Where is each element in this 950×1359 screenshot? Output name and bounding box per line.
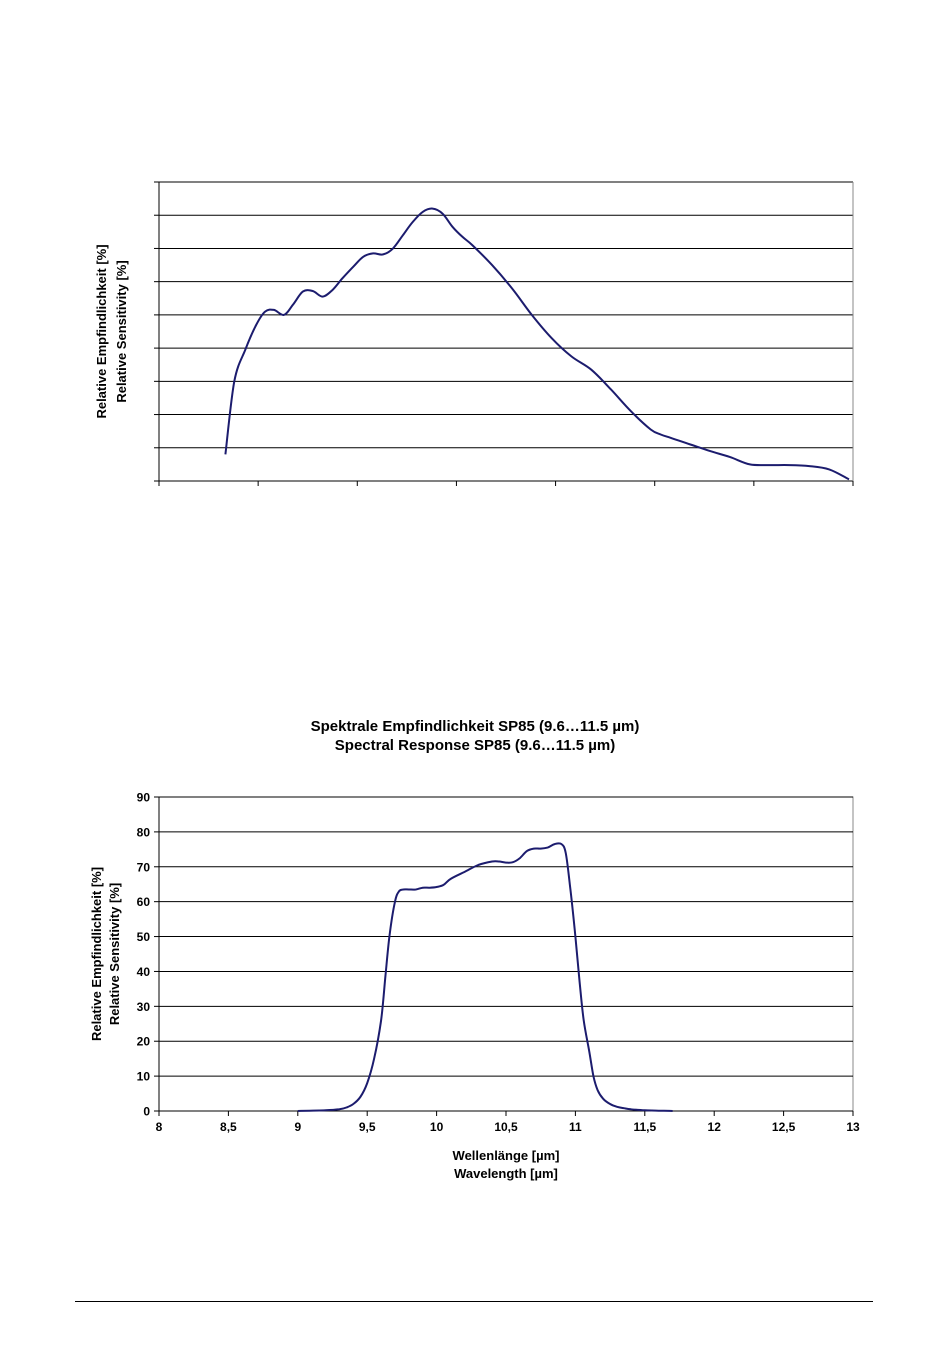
y-tick-label: 70: [137, 860, 151, 874]
x-tick-label: 12: [708, 1120, 722, 1134]
y-tick-label: 10: [137, 1070, 151, 1084]
spectral-response-chart: 0 10 20 30 40 50 60 70 80 90 8 8,5 9 9,5 10 10,5 11 11,5 1…: [89, 791, 860, 1182]
y-axis-label-en: Relative Sensitivity [%]: [114, 260, 129, 402]
x-tick-label: 11: [569, 1120, 582, 1134]
x-tick-label: 8: [156, 1120, 163, 1134]
y-axis-label-de: Relative Empfindlichkeit [%]: [89, 867, 104, 1041]
y-tick-label: 30: [137, 1000, 151, 1014]
y-tick-label: 40: [137, 965, 151, 979]
series-line: [224, 207, 850, 481]
x-tick-label: 9,5: [359, 1120, 376, 1134]
x-tick-label: 9: [294, 1120, 301, 1134]
y-tick-label: 20: [137, 1035, 151, 1049]
chart-title-line-en: Spectral Response SP85 (9.6…11.5 µm): [334, 737, 616, 754]
x-tick-label: 10: [430, 1120, 444, 1134]
x-tick-label: 10,5: [494, 1120, 518, 1134]
y-tick-label: 80: [137, 825, 151, 839]
bottom-chart-title: Spektrale Empfindlichkeit SP85 (9.6…11.5…: [150, 717, 800, 755]
chart-title-line-de: Spektrale Empfindlichkeit SP85 (9.6…11.5…: [310, 718, 640, 735]
x-tick-label: 13: [846, 1120, 860, 1134]
x-tick-label: 11,5: [633, 1120, 656, 1134]
x-axis-label-en: Wavelength [µm]: [454, 1166, 558, 1181]
x-axis-label-de: Wellenlänge [µm]: [453, 1148, 560, 1163]
y-axis-label-de: Relative Empfindlichkeit [%]: [94, 244, 109, 418]
footer-divider: [75, 1301, 873, 1302]
x-tick-label: 12,5: [772, 1120, 796, 1134]
series-line: [297, 842, 673, 1112]
y-tick-label: 90: [137, 791, 151, 805]
y-tick-label: 0: [143, 1105, 150, 1119]
y-tick-label: 50: [137, 930, 151, 944]
y-axis-label-en: Relative Sensitivity [%]: [107, 883, 122, 1025]
x-tick-label: 8,5: [220, 1120, 237, 1134]
y-tick-label: 60: [137, 895, 151, 909]
plot-frame: [158, 796, 854, 1112]
top-chart: Relative Empfindlichkeit [%] Relative Sen…: [94, 181, 854, 486]
